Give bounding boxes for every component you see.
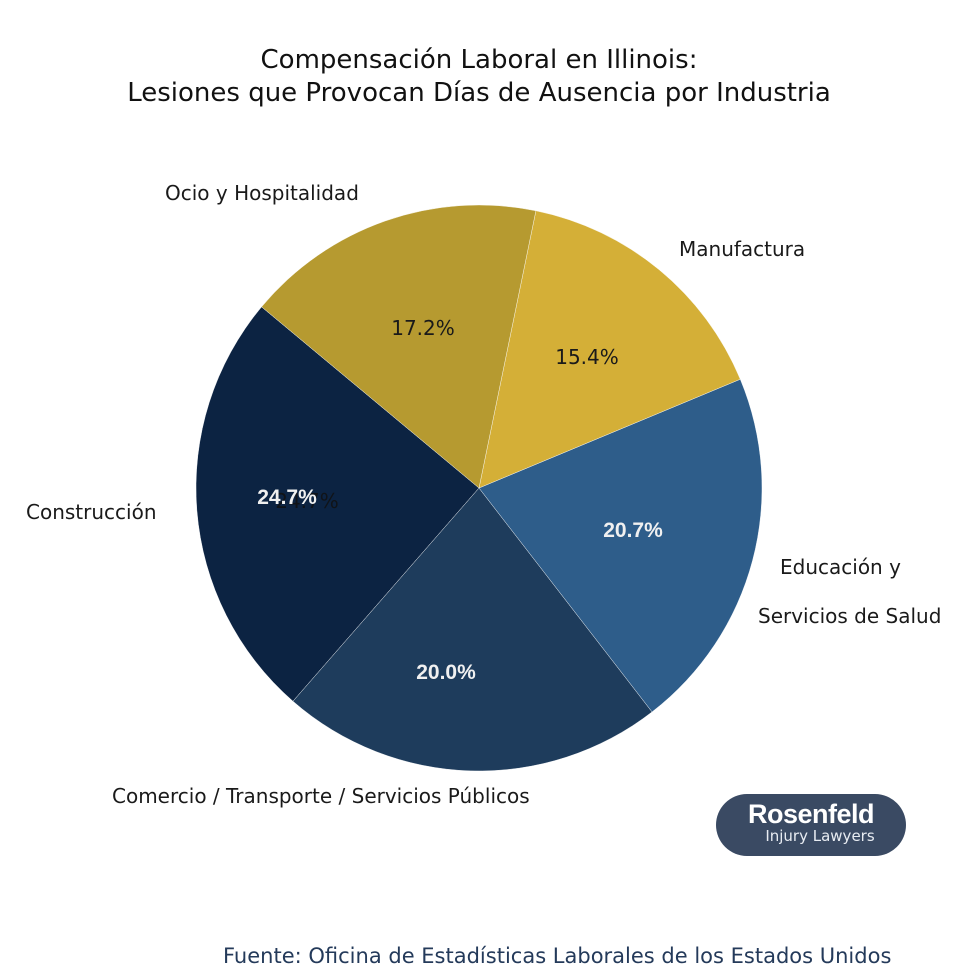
label-educacion-line2: Servicios de Salud: [758, 604, 942, 628]
label-ocio: Ocio y Hospitalidad: [165, 181, 359, 205]
source-footnote: Fuente: Oficina de Estadísticas Laborale…: [223, 944, 892, 968]
pie-slice-construcci-n: [195, 306, 480, 702]
pct-manufactura: 15.4%: [555, 345, 619, 369]
rosenfeld-logo: Rosenfeld Injury Lawyers: [716, 794, 906, 856]
label-manufactura: Manufactura: [679, 237, 806, 261]
pie-slices: [195, 204, 763, 772]
pct-ocio: 17.2%: [391, 316, 455, 340]
logo-brand: Rosenfeld: [747, 799, 875, 829]
pct-construccion: 24.7%: [257, 486, 317, 509]
label-construccion: Construcción: [26, 500, 157, 524]
pie-slice-comercio-transporte-servicios-p-blicos: [292, 487, 653, 772]
label-comercio: Comercio / Transporte / Servicios Públic…: [112, 784, 530, 808]
pie-slice-educaci-n-y-servicios-de-salud: [478, 378, 763, 713]
pie-slice-ocio-y-hospitalidad: [261, 204, 537, 489]
chart-title-line-2: Lesiones que Provocan Días de Ausencia p…: [127, 78, 831, 108]
chart-title-line-1: Compensación Laboral en Illinois:: [260, 45, 698, 75]
pie-slice-manufactura: [478, 210, 741, 489]
pct-educacion: 20.7%: [603, 519, 663, 542]
pct-construccion-shadow: 24.7%: [275, 489, 339, 513]
logo-tagline: Injury Lawyers: [765, 827, 875, 845]
pct-comercio: 20.0%: [416, 661, 476, 684]
label-educacion-line1: Educación y: [780, 555, 901, 579]
chart-title: Compensación Laboral en Illinois: Lesion…: [0, 44, 958, 110]
